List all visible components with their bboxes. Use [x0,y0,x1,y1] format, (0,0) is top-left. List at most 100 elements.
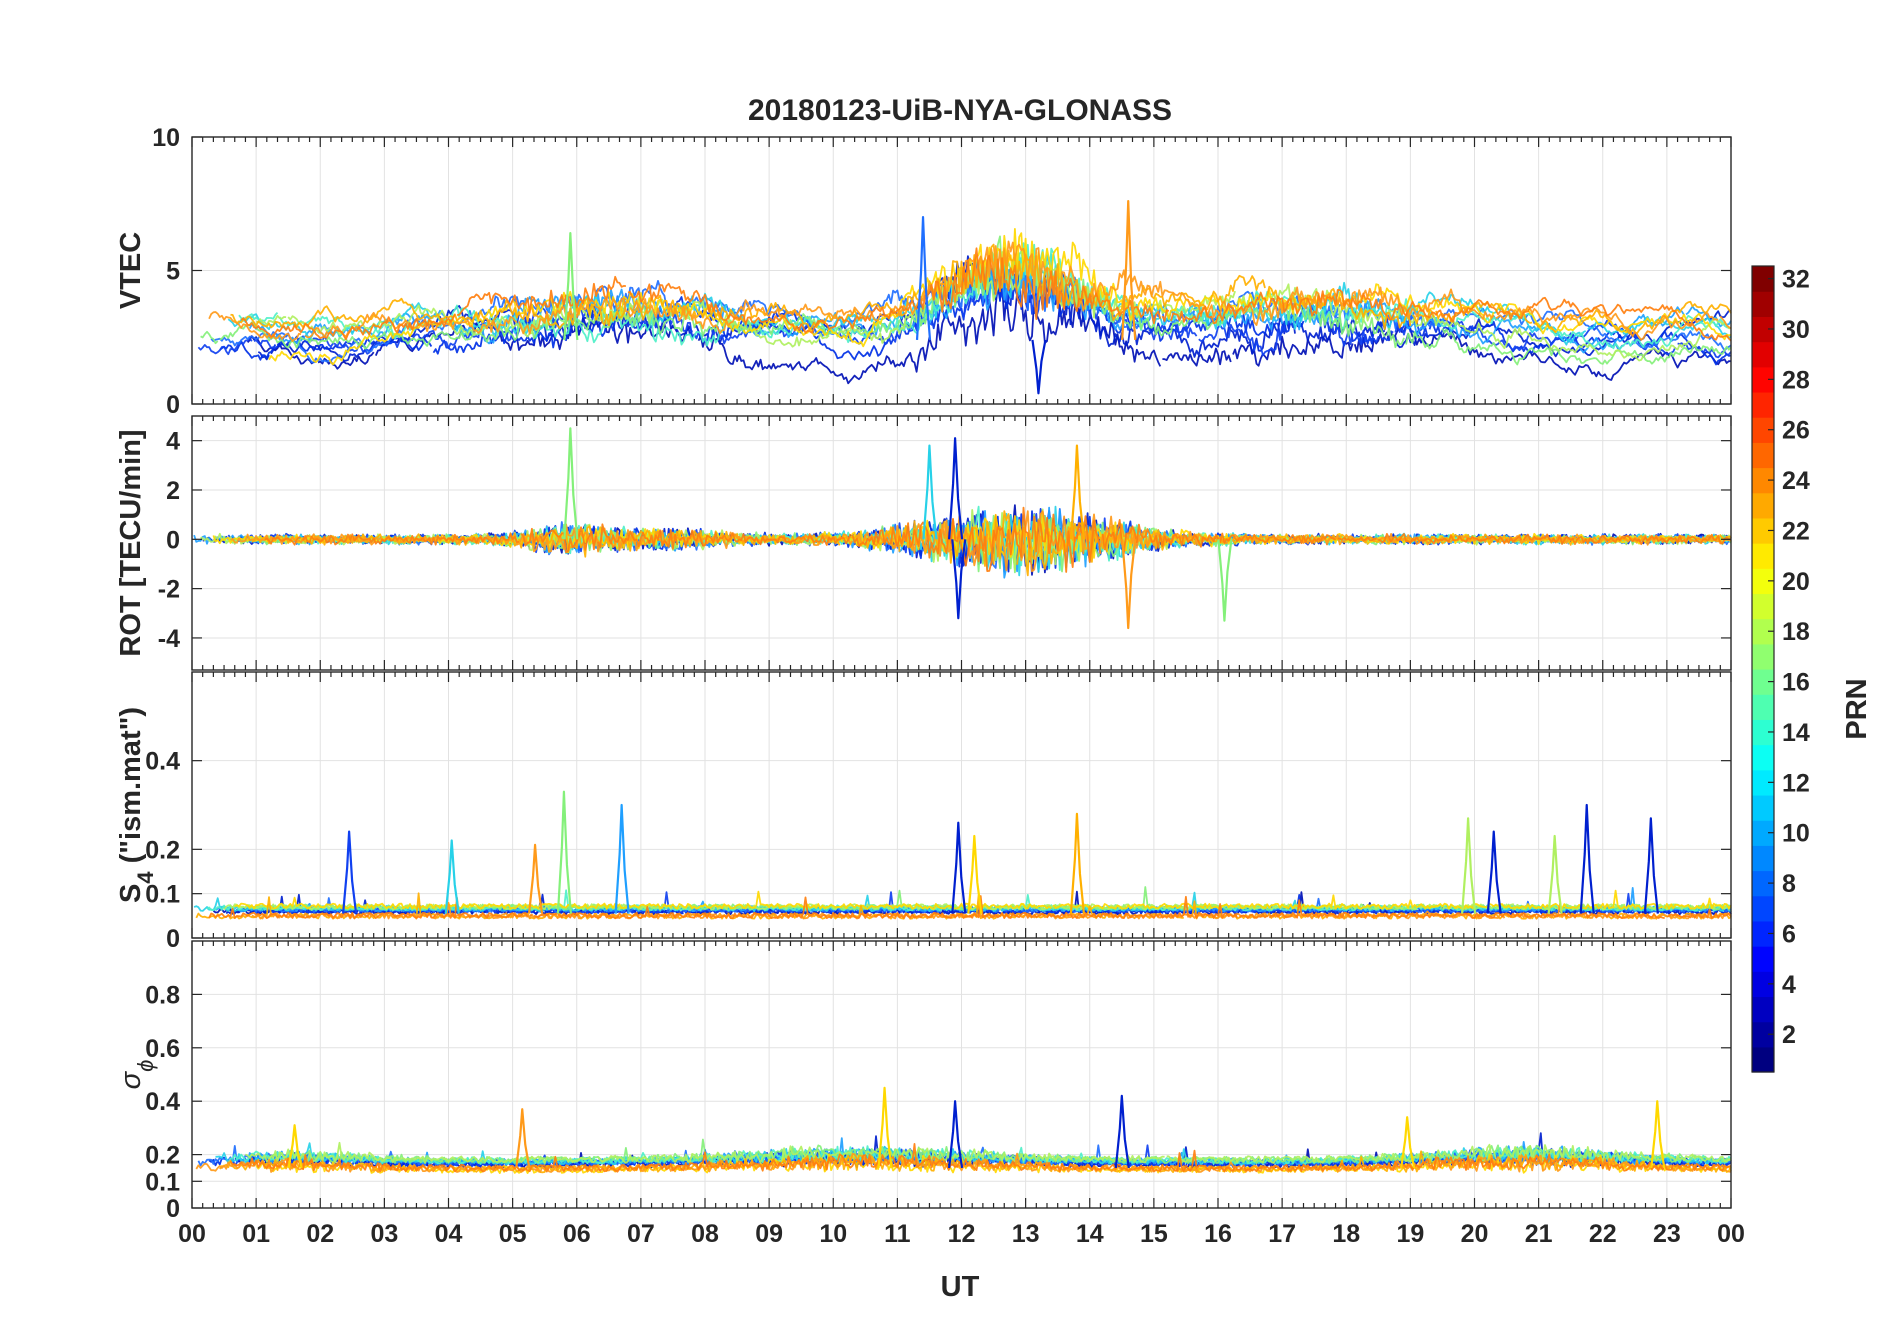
panel-vtec: 0 5 10 VTEC [115,124,1731,419]
x-axis-label: UT [941,1271,980,1303]
y-axis-label-s4: S4 ("ism.mat") [115,707,158,903]
x-tick-label: 12 [948,1220,976,1248]
y-tick-label: 0 [166,526,180,554]
chart-title: 20180123-UiB-NYA-GLONASS [748,94,1172,127]
data-spike [287,1124,303,1169]
y-axis-label-sigma: σϕ [115,1060,158,1090]
series-prn-24 [264,506,1732,573]
series-prn-20 [234,889,1732,910]
colorbar-cell [1752,845,1774,872]
x-tick-label: 23 [1653,1220,1681,1248]
data-spike [951,821,967,914]
x-tick-label: 16 [1204,1220,1232,1248]
colorbar-tick-label: 20 [1782,568,1810,596]
x-tick-label: 00 [1717,1220,1745,1248]
colorbar-cell [1752,895,1774,922]
colorbar-cell [1752,266,1774,292]
data-spike [1643,817,1659,914]
y-tick-label: 0 [166,925,180,953]
colorbar-cell [1752,920,1774,947]
data-spike [1031,339,1047,395]
y-tick-label: 0.1 [145,881,180,909]
y-tick-label: -2 [158,576,180,604]
colorbar-tick-label: 14 [1782,719,1810,747]
colorbar-tick-label: 8 [1782,870,1796,898]
colorbar-cell [1752,618,1774,645]
data-spike [947,1100,964,1169]
colorbar-cell [1752,669,1774,695]
y-tick-label: 5 [166,258,180,286]
data-spike [556,790,573,914]
colorbar-tick-label: 4 [1782,971,1796,999]
x-tick-label: 13 [1012,1220,1040,1248]
colorbar-cell [1752,467,1774,494]
y-tick-label: 0.4 [145,1088,180,1116]
colorbar-cell [1752,593,1774,620]
colorbar-cell [1752,417,1774,443]
colorbar-cell [1752,643,1774,670]
x-tick-label: 07 [627,1220,655,1248]
colorbar-cell [1752,996,1774,1023]
colorbar-tick-label: 32 [1782,266,1810,294]
series-prn-24 [208,895,1732,919]
x-tick-label: 10 [819,1220,847,1248]
colorbar-tick-label: 2 [1782,1021,1796,1049]
x-tick-label: 09 [755,1220,783,1248]
y-tick-label: 0 [166,391,180,419]
data-spike [1460,817,1477,914]
colorbar-cell [1752,719,1774,746]
y-tick-label: 0.6 [145,1035,180,1063]
x-tick-label: 22 [1589,1220,1617,1248]
y-label-sub: ϕ [133,1060,158,1072]
colorbar-cell [1752,769,1774,796]
data-spike [563,232,579,341]
colorbar-frame [1751,265,1775,1073]
colorbar-cell [1752,744,1774,771]
colorbar-cell [1752,794,1774,821]
data-spike [1400,1116,1416,1169]
colorbar-tick-label: 6 [1782,920,1796,948]
data-spike [967,834,983,914]
x-tick-label: 01 [242,1220,270,1248]
data-spike [1069,444,1086,540]
colorbar-cell [1752,316,1774,343]
colorbar-label: PRN [1841,678,1873,739]
colorbar-cell [1752,971,1774,998]
x-tick-label: 04 [435,1220,463,1248]
x-tick-label: 15 [1140,1220,1168,1248]
y-tick-label: 0 [166,1195,180,1223]
data-spike [515,1108,531,1169]
colorbar-tick-label: 18 [1782,618,1810,646]
x-tick-label: 17 [1268,1220,1296,1248]
colorbar-tick-label: 26 [1782,417,1810,445]
x-tick-label: 20 [1461,1220,1489,1248]
colorbar-cell [1752,820,1774,846]
data-spike [1114,1094,1130,1169]
y-tick-label: -4 [158,625,180,653]
series-prn-24 [229,1143,1732,1173]
data-spike [951,539,967,620]
data-spike [563,427,579,540]
x-tick-label: 00 [178,1220,206,1248]
data-spike [1547,834,1563,914]
panel-s4: 00.10.20.4S4 ("ism.mat") [115,671,1732,953]
data-spike [1650,1100,1666,1169]
colorbar-cell [1752,1046,1774,1073]
colorbar-cell [1752,694,1774,720]
colorbar-tick-label: 22 [1782,517,1810,545]
data-spike [1486,830,1502,914]
x-tick-label: 19 [1396,1220,1424,1248]
data-spike [947,437,964,540]
data-spike [877,1086,893,1169]
colorbar-cell [1752,1021,1774,1048]
colorbar-tick-label: 16 [1782,669,1810,697]
x-tick-label: 02 [306,1220,334,1248]
x-tick-label: 14 [1076,1220,1104,1248]
data-spike [1121,539,1137,630]
y-label-main: σ [115,1070,147,1089]
data-spike [342,830,358,914]
panel-rot: -4 -2 0 2 4 ROT [TECU/min] [115,415,1732,671]
